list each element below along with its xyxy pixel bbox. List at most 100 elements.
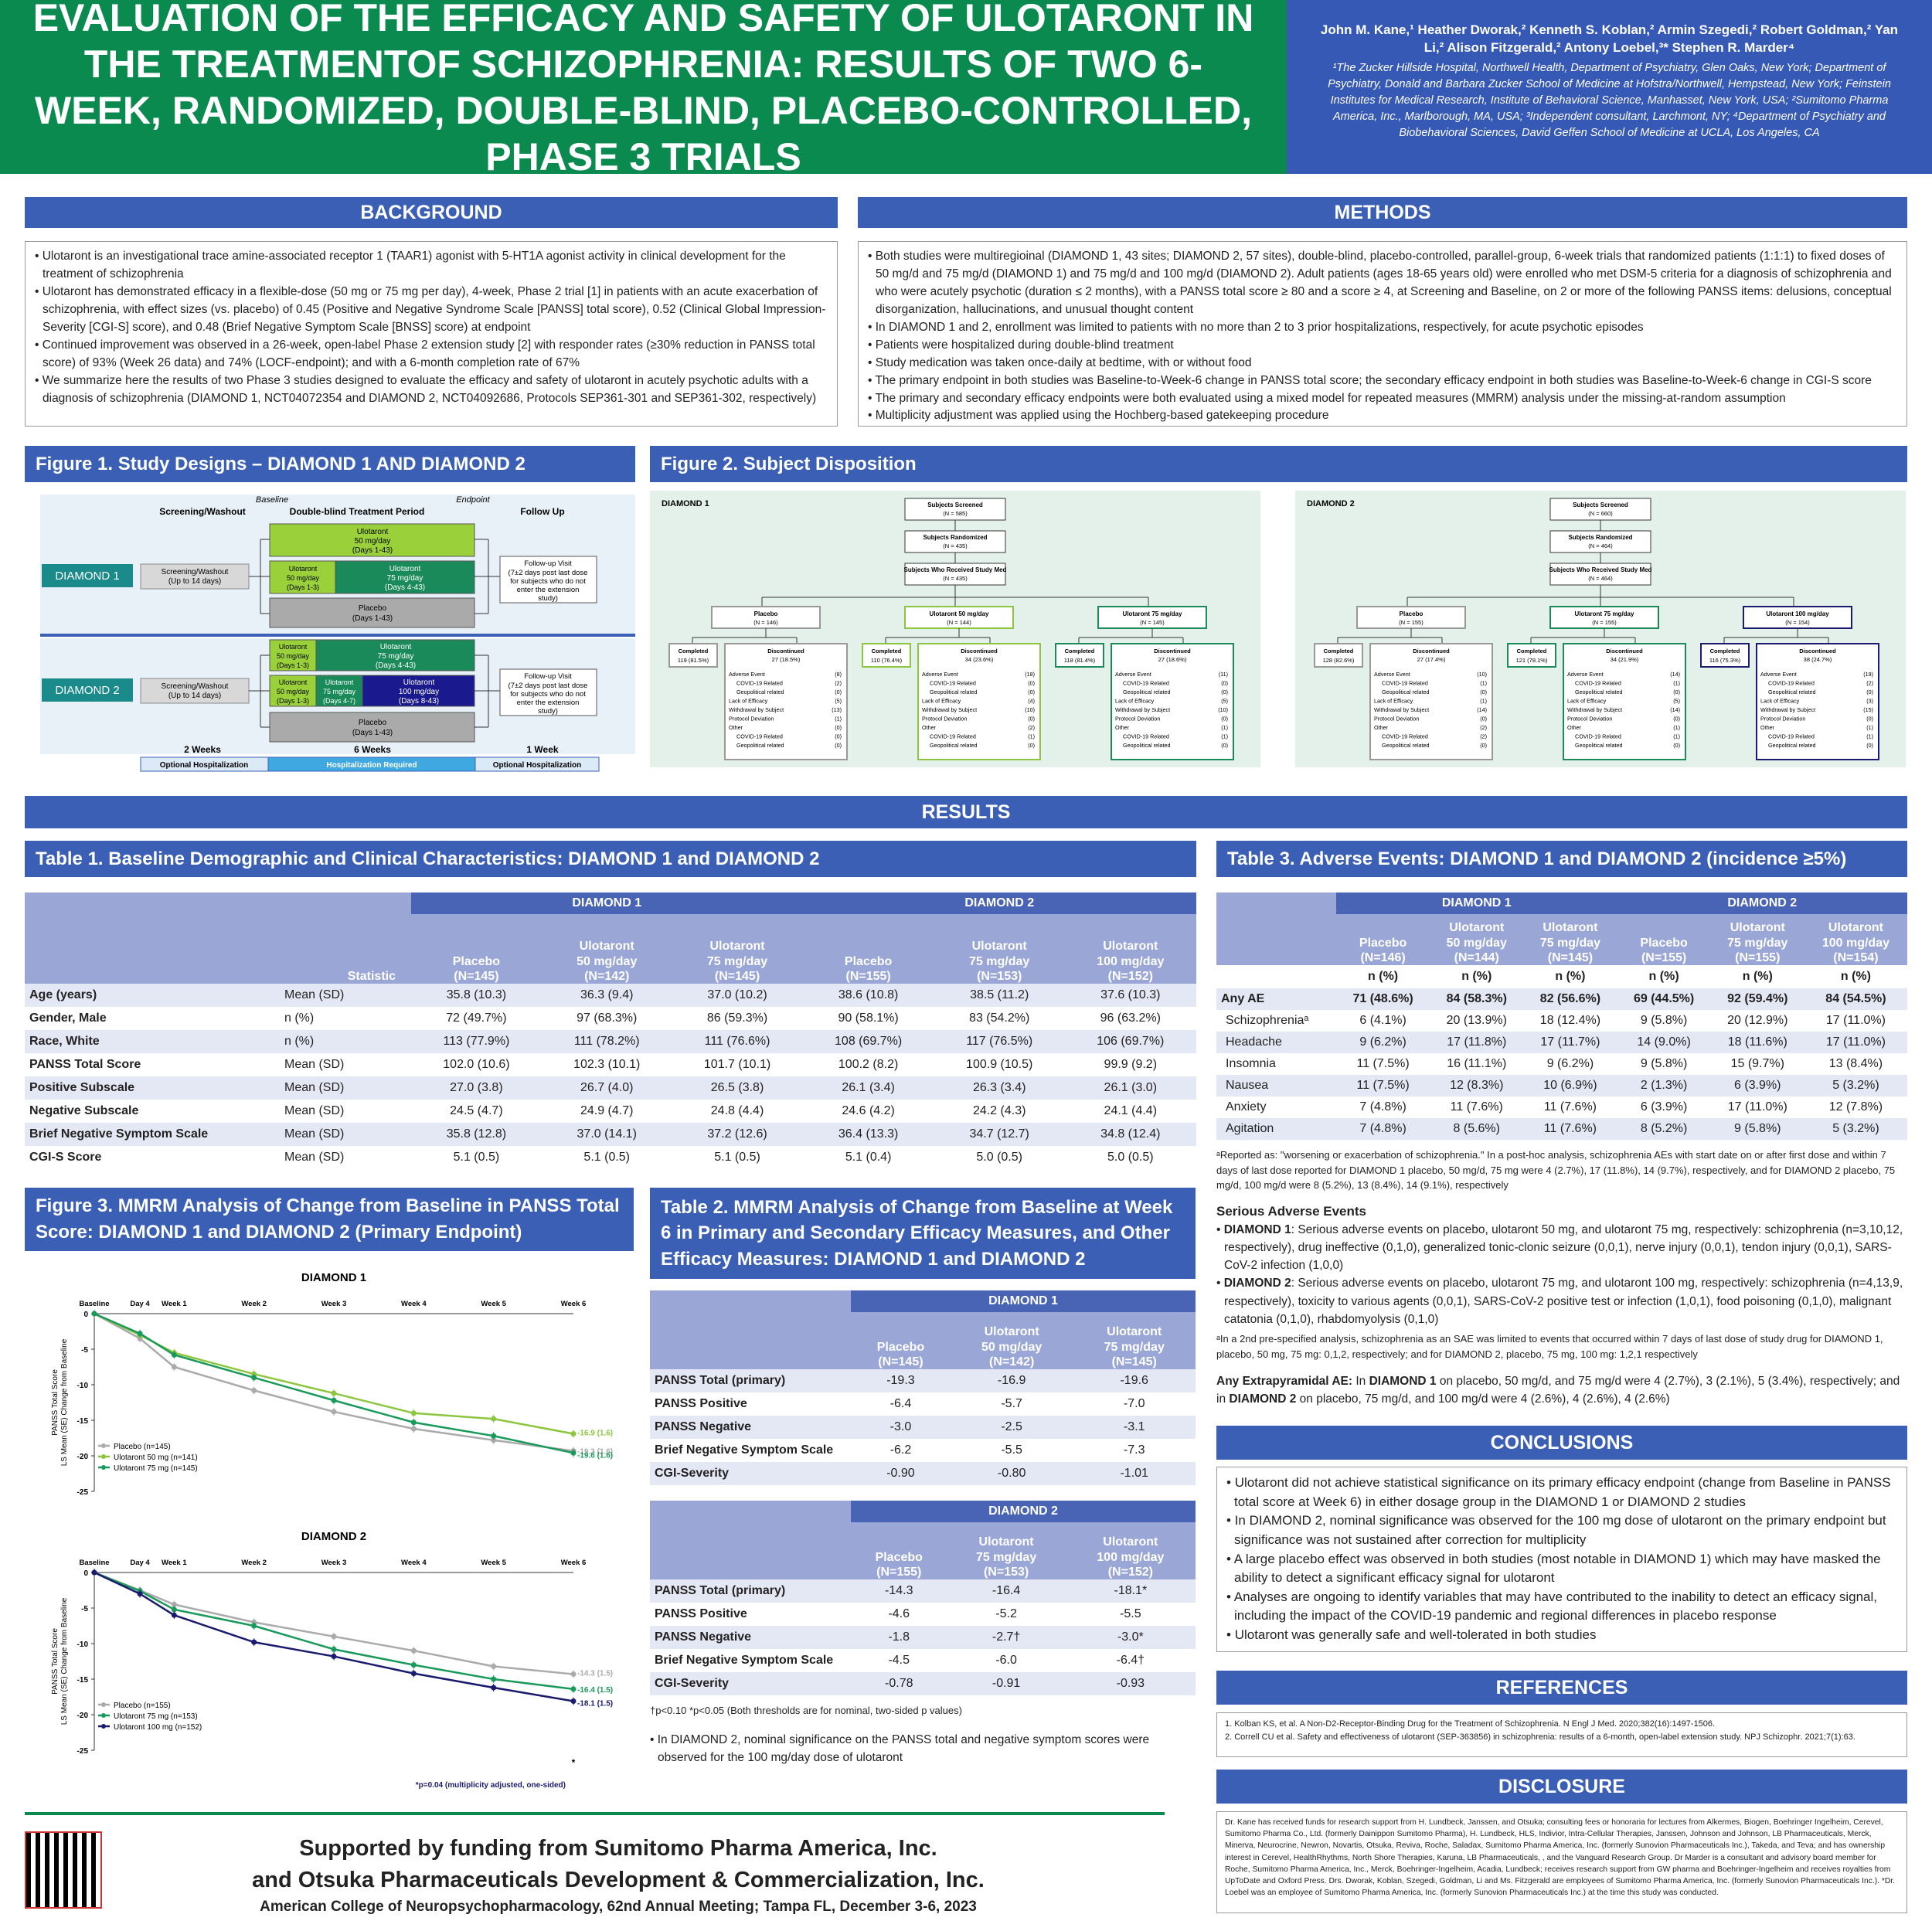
d2-e1: Ulotaront xyxy=(403,678,435,687)
eps-label: Any Extrapyramidal AE: xyxy=(1216,1375,1353,1388)
methods-item: The primary and secondary efficacy endpo… xyxy=(868,390,1897,408)
completed-label: Completed xyxy=(1517,648,1547,654)
reason-label: Other xyxy=(1115,724,1130,731)
completed-label: Completed xyxy=(1065,648,1095,654)
arm-n: (N = 145) xyxy=(1140,619,1165,626)
t2-d1-header: DIAMOND 1 xyxy=(851,1290,1196,1312)
column-header-line: (N=155) xyxy=(1641,950,1687,964)
hosp-req: Hospitalization Required xyxy=(326,761,417,770)
table-cell: 5.1 (0.5) xyxy=(411,1146,542,1169)
table-cell: 17 (11.0%) xyxy=(1804,1010,1907,1032)
table-cell: 11 (7.6%) xyxy=(1523,1118,1617,1140)
series-line xyxy=(94,1312,574,1435)
reason-count: (2) xyxy=(835,680,842,687)
table-cell: 24.9 (4.7) xyxy=(541,1100,672,1123)
disclosure-box: Dr. Kane has received funds for research… xyxy=(1216,1811,1907,1913)
flow-box xyxy=(1549,563,1651,586)
reason-label: Protocol Deviation xyxy=(1374,716,1419,722)
reason-label: Protocol Deviation xyxy=(1115,716,1160,722)
column-header: Placebo (N=155) xyxy=(851,1522,947,1579)
table-cell: 24.5 (4.7) xyxy=(411,1100,542,1123)
table-cell: 37.0 (10.2) xyxy=(672,984,803,1007)
y-tick-label: -25 xyxy=(77,1747,89,1756)
end-value-label: -19.6 (1.6) xyxy=(577,1451,613,1460)
table-cell: 18 (12.4%) xyxy=(1523,1010,1617,1032)
table-cell: 11 (7.5%) xyxy=(1336,1053,1430,1075)
table-cell: -3.0* xyxy=(1065,1626,1196,1649)
column-header-line: Ulotaront xyxy=(1107,1325,1162,1339)
table-row: PANSS Positive -6.4 -5.7 -7.0 xyxy=(650,1392,1196,1416)
footer: Supported by funding from Sumitomo Pharm… xyxy=(139,1833,1097,1919)
table-cell: 9 (6.2%) xyxy=(1336,1032,1430,1053)
npct-header: n (%) xyxy=(1430,965,1524,988)
table-cell: 86 (59.3%) xyxy=(672,1007,803,1030)
column-header-line: Ulotaront xyxy=(1449,921,1505,935)
adverse-events-table: DIAMOND 1 DIAMOND 2 Placebo (N=146) Ulotaro… xyxy=(1216,892,1907,1140)
d2-fu5: study) xyxy=(538,707,558,716)
data-point xyxy=(171,1352,177,1358)
table-cell: 71 (48.6%) xyxy=(1336,988,1430,1010)
study-design-diagram: Baseline Endpoint Screening/Washout Doub… xyxy=(40,495,635,772)
reason-count: (1) xyxy=(1673,680,1680,687)
reason-count: (19) xyxy=(1863,671,1873,678)
d1-arm2-c: (Days 1-3) xyxy=(287,583,319,591)
results-heading: RESULTS xyxy=(25,796,1907,828)
data-point xyxy=(491,1433,497,1439)
column-header-line: (N=153) xyxy=(977,969,1022,983)
methods-item: Multiplicity adjustment was applied usin… xyxy=(868,407,1897,425)
discontinued-value: 34 (21.9%) xyxy=(1611,656,1639,663)
data-point xyxy=(570,1698,577,1705)
table-cell: -7.0 xyxy=(1073,1392,1196,1416)
table-cell: 7 (4.8%) xyxy=(1336,1096,1430,1118)
d2-d1: Ulotaront xyxy=(325,678,354,686)
column-header-line: (N=155) xyxy=(1735,950,1781,964)
data-point xyxy=(491,1663,497,1669)
table-cell: 84 (54.5%) xyxy=(1804,988,1907,1010)
qr-code-icon[interactable] xyxy=(25,1831,102,1909)
table-cell: Nausea xyxy=(1216,1075,1336,1096)
flow-label: Subjects Who Received Study Med xyxy=(1549,566,1652,573)
table-cell: 17 (11.8%) xyxy=(1430,1032,1524,1053)
y-axis-label: PANSS Total Score xyxy=(51,1628,60,1695)
arm-n: (N = 144) xyxy=(947,619,971,626)
endpoint-label: Endpoint xyxy=(456,495,490,505)
w2-label: 2 Weeks xyxy=(184,744,221,755)
table-cell: -5.5 xyxy=(950,1439,1073,1462)
x-tick-label: Baseline xyxy=(79,1559,109,1567)
reason-count: (0) xyxy=(835,724,842,731)
table-cell: 92 (59.4%) xyxy=(1710,988,1804,1010)
flow-box xyxy=(1549,530,1651,553)
significance-note: *p=0.04 (multiplicity adjusted, one-side… xyxy=(416,1781,566,1790)
table-cell: -3.1 xyxy=(1073,1416,1196,1439)
reason-count: (1) xyxy=(1673,724,1680,731)
discontinued-box xyxy=(1369,643,1493,760)
completed-value: 128 (82.6%) xyxy=(1323,657,1355,664)
table-cell: 5.1 (0.5) xyxy=(541,1146,672,1169)
table-cell: 90 (58.1%) xyxy=(802,1007,934,1030)
data-point xyxy=(570,1450,577,1456)
table-row: Insomnia 11 (7.5%) 16 (11.1%) 9 (6.2%) 9 (5.… xyxy=(1216,1053,1907,1075)
reason-count: (1) xyxy=(1221,724,1228,731)
column-header-line: (N=142) xyxy=(989,1355,1035,1368)
table-cell: 100.9 (10.5) xyxy=(934,1053,1065,1076)
arm-box xyxy=(1097,606,1207,629)
table-cell: PANSS Total (primary) xyxy=(650,1369,851,1392)
reason-count: (1) xyxy=(835,716,842,722)
d2-fu3: for subjects who do not xyxy=(510,690,586,699)
reason-count: (1) xyxy=(1480,698,1487,705)
end-value-label: -16.9 (1.6) xyxy=(577,1429,613,1437)
background-list: Ulotaront is an investigational trace am… xyxy=(35,248,828,407)
reason-label: COVID-19 Related xyxy=(1768,680,1815,687)
completed-value: 119 (81.5%) xyxy=(678,657,709,664)
npct-header: n (%) xyxy=(1804,965,1907,988)
d2-d3: (Days 4-7) xyxy=(323,697,355,705)
table-cell: 38.5 (11.2) xyxy=(934,984,1065,1007)
column-header-line: 100 mg/day xyxy=(1097,1550,1165,1564)
table-cell: 5.0 (0.5) xyxy=(1064,1146,1196,1169)
reason-count: (2) xyxy=(1866,680,1873,687)
table1-heading: Table 1. Baseline Demographic and Clinic… xyxy=(25,841,1196,877)
table-cell: 17 (11.0%) xyxy=(1710,1096,1804,1118)
data-point xyxy=(171,1601,177,1607)
x-tick-label: Week 4 xyxy=(401,1559,427,1567)
